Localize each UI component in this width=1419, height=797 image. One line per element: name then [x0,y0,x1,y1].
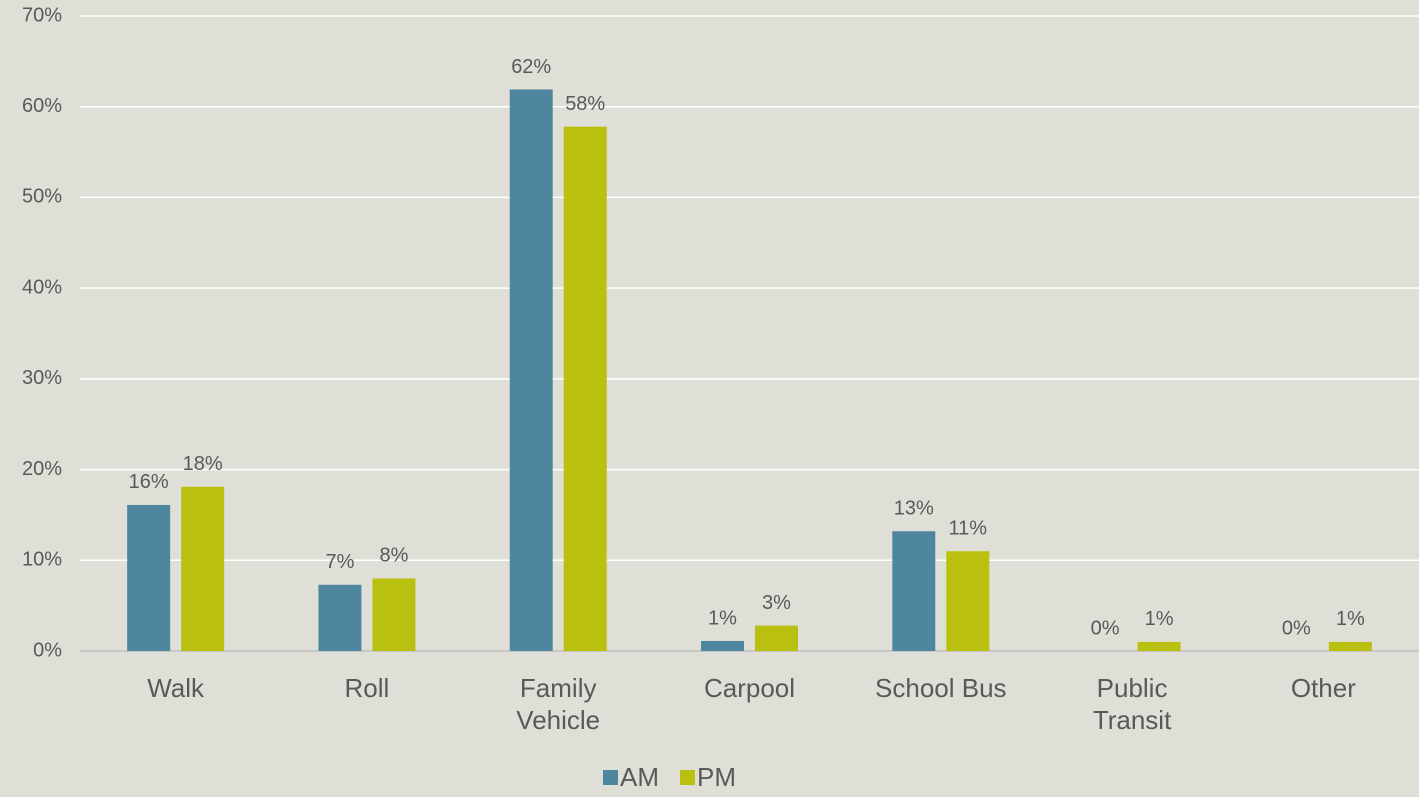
legend-label: PM [697,762,736,792]
x-tick-label: School Bus [875,673,1007,703]
data-label: 16% [129,471,169,493]
data-label: 1% [1336,608,1365,630]
data-label: 0% [1091,617,1120,639]
bar [563,126,607,651]
y-tick-label: 40% [22,276,62,298]
bar [509,89,553,651]
y-tick-label: 20% [22,458,62,480]
x-tick-label: Carpool [703,673,796,703]
x-tick-label: Other [1290,673,1356,703]
data-label: 8% [379,545,408,567]
data-label: 62% [511,56,551,78]
bar [1328,641,1372,651]
x-tick-label: Walk [147,673,205,703]
data-label: 11% [949,517,988,539]
y-tick-label: 70% [22,4,62,26]
bar [372,578,416,651]
x-tick-label: Family Vehicle [516,673,601,735]
bar [1137,641,1181,651]
data-label: 3% [762,592,791,614]
bar [318,584,362,651]
legend-swatch [603,770,618,785]
x-tick-label: Public Transit [1092,673,1172,735]
bar [181,486,225,651]
bar [755,625,798,651]
y-tick-label: 30% [22,367,62,389]
x-tick-label: Roll [344,673,390,703]
y-tick-label: 50% [22,186,62,208]
legend-label: AM [620,762,659,792]
data-label: 1% [708,607,737,629]
bar [892,531,936,651]
y-tick-label: 10% [22,549,62,571]
y-tick-label: 0% [33,639,62,661]
bar [946,551,990,651]
data-label: 7% [325,551,354,573]
bar [701,641,744,651]
data-label: 13% [894,498,934,520]
data-label: 58% [565,93,605,115]
bar [127,504,171,651]
y-tick-label: 60% [22,95,62,117]
data-label: 18% [183,453,223,475]
data-label: 1% [1145,608,1174,630]
legend-swatch [680,770,695,785]
data-label: 0% [1282,617,1311,639]
